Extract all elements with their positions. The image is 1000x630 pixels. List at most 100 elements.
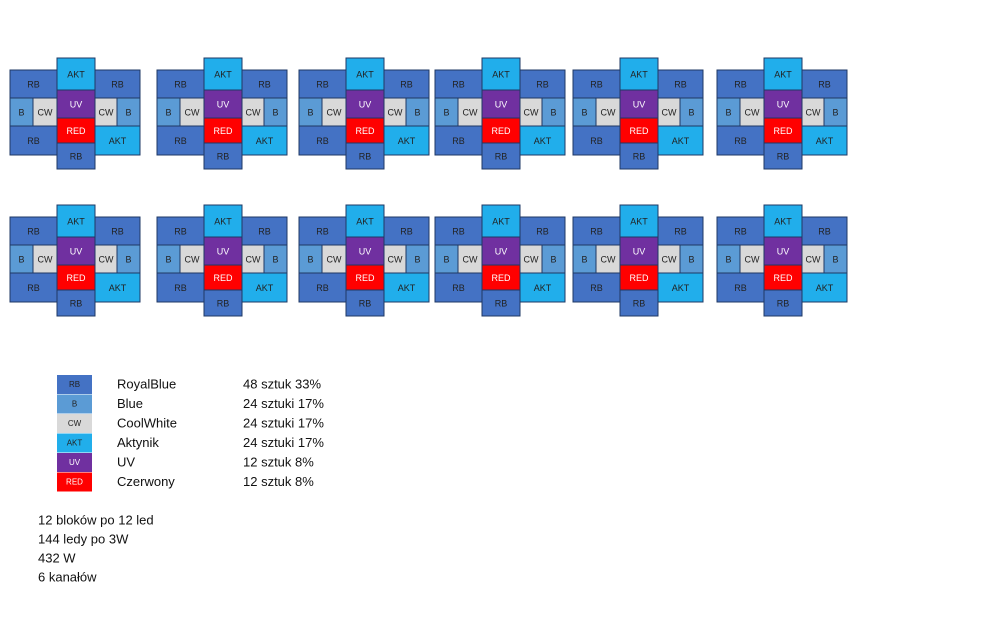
led-label: RB (452, 136, 465, 146)
led-label: RB (359, 298, 372, 308)
legend-swatch (57, 375, 92, 394)
led-label: CW (524, 107, 539, 117)
led-cell (619, 204, 659, 238)
led-cell (763, 204, 803, 238)
led-label: B (18, 107, 24, 117)
led-cell (481, 264, 521, 291)
led-label: CW (745, 107, 760, 117)
led-label: CW (99, 254, 114, 264)
led-label: RB (734, 136, 747, 146)
led-label: CW (806, 107, 821, 117)
led-label: CW (662, 107, 677, 117)
led-label: RB (27, 79, 40, 89)
led-label: CW (327, 254, 342, 264)
led-label: RB (818, 79, 831, 89)
led-cell (298, 272, 347, 303)
led-label: RB (590, 136, 603, 146)
led-label: RB (536, 79, 549, 89)
led-label: RED (355, 273, 375, 283)
led-label: RB (452, 226, 465, 236)
led-label: RB (734, 226, 747, 236)
led-label: AKT (816, 136, 834, 146)
led-cell (298, 216, 347, 246)
led-label: RB (174, 283, 187, 293)
led-cell (595, 97, 621, 127)
led-label: B (832, 107, 838, 117)
led-cell (345, 289, 385, 317)
led-label: AKT (256, 136, 274, 146)
led-label: CW (246, 107, 261, 117)
led-label: UV (70, 246, 83, 256)
led-label: AKT (534, 136, 552, 146)
led-label: CW (601, 107, 616, 117)
led-label: AKT (214, 216, 232, 226)
led-label: AKT (109, 136, 127, 146)
led-label: AKT (109, 283, 127, 293)
led-cell (801, 125, 848, 156)
led-cell (156, 272, 205, 303)
led-cell (56, 264, 96, 291)
led-label: AKT (672, 283, 690, 293)
led-label: CW (463, 254, 478, 264)
led-cell (9, 69, 58, 99)
led-label: B (443, 107, 449, 117)
led-label: RB (734, 283, 747, 293)
led-label: UV (495, 99, 508, 109)
led-label: B (688, 107, 694, 117)
led-cell (716, 216, 765, 246)
led-label: AKT (816, 283, 834, 293)
led-label: AKT (67, 216, 85, 226)
led-cell (572, 125, 621, 156)
legend-swatch (57, 433, 92, 453)
led-cell (241, 125, 288, 156)
led-label: RED (773, 126, 793, 136)
led-label: B (550, 254, 556, 264)
legend-count: 24 sztuki 17% (243, 396, 324, 411)
led-cell (763, 117, 803, 144)
led-label: UV (217, 246, 230, 256)
led-label: UV (70, 99, 83, 109)
legend-code: B (72, 400, 77, 409)
led-label: RB (590, 79, 603, 89)
led-label: RED (773, 273, 793, 283)
led-label: AKT (492, 216, 510, 226)
led-label: RB (818, 226, 831, 236)
led-label: RB (174, 226, 187, 236)
led-label: AKT (774, 69, 792, 79)
legend-code: RB (69, 380, 80, 389)
legend-count: 12 sztuk 8% (243, 454, 314, 469)
led-cell (203, 236, 243, 266)
led-cell (716, 69, 765, 99)
led-label: RED (213, 126, 233, 136)
led-label: CW (185, 254, 200, 264)
led-label: RB (400, 79, 413, 89)
led-cell (619, 236, 659, 266)
led-cell (763, 142, 803, 170)
led-label: UV (359, 99, 372, 109)
led-label: B (414, 254, 420, 264)
led-cell (203, 264, 243, 291)
led-cell (94, 69, 141, 99)
led-label: RB (452, 79, 465, 89)
led-label: RED (213, 273, 233, 283)
led-label: RB (633, 151, 646, 161)
led-cell (763, 264, 803, 291)
legend-count: 24 sztuki 17% (243, 435, 324, 450)
led-label: B (725, 107, 731, 117)
led-label: B (832, 254, 838, 264)
led-cell (241, 69, 288, 99)
led-cell (298, 69, 347, 99)
note: 12 bloków po 12 led (38, 512, 154, 527)
led-label: RB (316, 136, 329, 146)
led-label: UV (495, 246, 508, 256)
led-label: RB (495, 298, 508, 308)
led-label: RB (674, 226, 687, 236)
led-label: UV (777, 246, 790, 256)
legend-name: UV (117, 454, 135, 469)
led-label: RB (174, 79, 187, 89)
led-label: CW (806, 254, 821, 264)
led-label: CW (745, 254, 760, 264)
led-label: B (165, 107, 171, 117)
led-cell (383, 272, 430, 303)
